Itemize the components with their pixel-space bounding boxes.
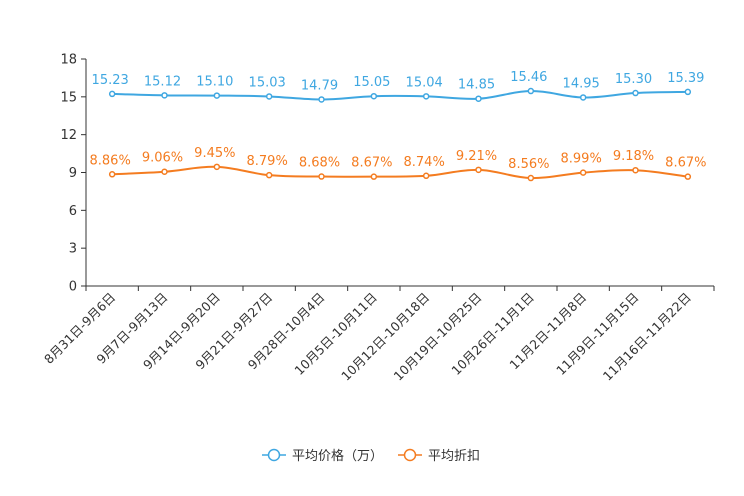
x-tick-label: 10月19日-10月25日: [390, 290, 484, 384]
data-point: [579, 169, 587, 176]
data-point: [475, 166, 482, 174]
data-point: [108, 90, 116, 98]
data-point: [108, 171, 116, 178]
data-label: 8.56%: [508, 157, 549, 172]
data-point: [579, 94, 587, 101]
data-point: [161, 168, 168, 175]
plot-area: 03691215188月31日-9月6日9月7日-9月13日9月14日-9月20…: [41, 53, 715, 384]
data-point: [370, 92, 378, 100]
data-label: 14.95: [563, 76, 600, 91]
data-label: 14.79: [301, 78, 338, 93]
data-label: 8.68%: [299, 156, 340, 171]
data-label: 8.67%: [665, 156, 706, 171]
data-label: 15.23: [92, 73, 129, 88]
legend: 平均价格（万） 平均折扣: [262, 448, 480, 464]
legend-marker-icon: [403, 448, 417, 462]
data-point: [318, 173, 325, 180]
x-tick-label: 11月16日-11月22日: [600, 290, 694, 384]
data-label: 15.46: [510, 70, 547, 85]
data-label: 9.45%: [194, 146, 235, 161]
data-point: [684, 88, 692, 96]
legend-label: 平均价格（万）: [292, 448, 383, 464]
data-label: 9.06%: [142, 151, 183, 166]
data-point: [213, 163, 221, 171]
legend-label: 平均折扣: [428, 449, 480, 464]
data-label: 15.03: [249, 75, 286, 90]
data-point: [370, 173, 378, 180]
legend-marker-icon: [267, 448, 281, 462]
y-tick-label: 9: [69, 166, 77, 181]
data-label: 15.04: [406, 75, 443, 90]
data-point: [527, 174, 535, 182]
data-label: 8.86%: [90, 153, 131, 168]
data-point: [265, 93, 273, 100]
data-label: 15.39: [667, 71, 704, 86]
data-label: 8.79%: [247, 154, 288, 169]
data-point: [161, 92, 168, 99]
series-line-price: [112, 90, 688, 101]
data-label: 8.67%: [351, 156, 392, 171]
data-point: [632, 89, 639, 97]
y-tick-label: 6: [69, 204, 77, 219]
x-tick-label: 10月12日-10月18日: [338, 290, 432, 384]
y-tick-label: 3: [69, 242, 77, 257]
data-label: 9.21%: [456, 149, 497, 164]
data-point: [422, 172, 430, 180]
data-point: [527, 87, 535, 95]
data-label: 9.18%: [613, 149, 654, 164]
data-label: 8.74%: [404, 155, 445, 170]
data-label: 14.85: [458, 78, 495, 93]
y-tick-label: 0: [69, 280, 77, 295]
y-tick-label: 18: [60, 53, 77, 68]
series-line-discount: [112, 165, 688, 180]
data-point: [475, 95, 482, 102]
data-point: [265, 171, 273, 179]
data-point: [632, 166, 639, 174]
data-label: 15.05: [353, 75, 390, 90]
data-label: 8.99%: [561, 152, 602, 167]
y-tick-label: 15: [60, 90, 77, 105]
data-point: [213, 92, 221, 99]
data-point: [318, 96, 325, 103]
data-point: [422, 93, 430, 100]
data-label: 15.10: [196, 75, 233, 90]
data-point: [684, 173, 692, 180]
y-tick-label: 12: [60, 128, 77, 143]
data-label: 15.30: [615, 72, 652, 87]
data-label: 15.12: [144, 74, 181, 89]
